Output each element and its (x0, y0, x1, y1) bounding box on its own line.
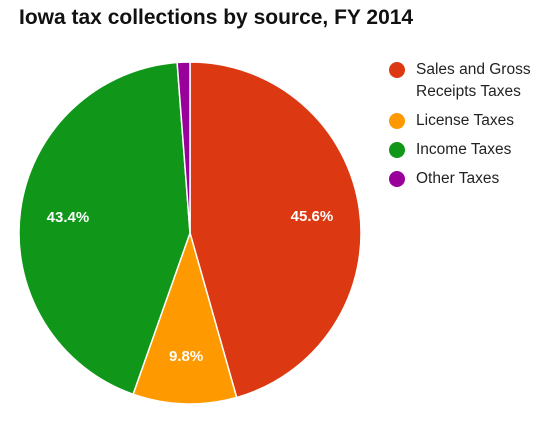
slice-label-2: 43.4% (47, 209, 90, 226)
legend-swatch (389, 62, 405, 78)
pie-slice-2 (18, 61, 191, 396)
legend-label: Income Taxes (416, 141, 512, 158)
legend-swatch (389, 171, 405, 187)
legend-item: Other Taxes (389, 168, 559, 190)
legend-swatch (389, 113, 405, 129)
legend: Sales and Gross Receipts Taxes License Ta… (389, 59, 559, 197)
legend-item: Sales and Gross Receipts Taxes (389, 59, 559, 103)
slice-label-0: 45.6% (291, 208, 334, 225)
pie-slice-0 (189, 61, 362, 399)
legend-label: Other Taxes (416, 170, 500, 187)
pie-slice-1 (132, 230, 238, 405)
legend-item: License Taxes (389, 110, 559, 132)
pie-slice-3 (176, 61, 191, 234)
legend-label: License Taxes (416, 112, 514, 129)
slice-label-1: 9.8% (169, 348, 203, 365)
legend-item: Income Taxes (389, 139, 559, 161)
legend-label: Sales and Gross Receipts Taxes (416, 61, 531, 100)
legend-swatch (389, 142, 405, 158)
chart-title: Iowa tax collections by source, FY 2014 (19, 6, 414, 29)
